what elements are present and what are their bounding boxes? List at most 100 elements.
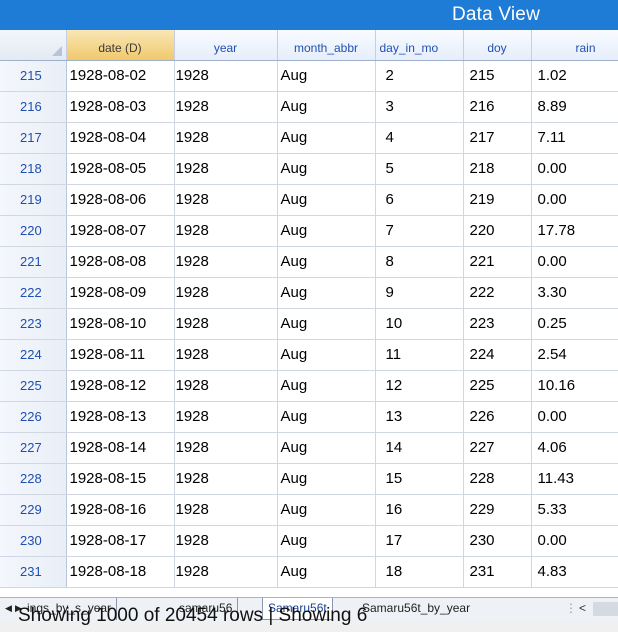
cell-day-in-month[interactable]: 6 — [375, 184, 464, 216]
cell-doy[interactable]: 222 — [463, 277, 532, 309]
cell-rain[interactable]: 7.11 — [531, 122, 618, 154]
row-number[interactable]: 222 — [0, 277, 67, 309]
cell-doy[interactable]: 226 — [463, 401, 532, 433]
row-number[interactable]: 221 — [0, 246, 67, 278]
tab-splitter-icon[interactable]: ⋮ — [565, 601, 577, 615]
row-number[interactable]: 230 — [0, 525, 67, 557]
cell-year[interactable]: 1928 — [174, 432, 278, 464]
cell-month-abbr[interactable]: Aug — [277, 153, 376, 185]
cell-day-in-month[interactable]: 10 — [375, 308, 464, 340]
cell-doy[interactable]: 217 — [463, 122, 532, 154]
cell-doy[interactable]: 225 — [463, 370, 532, 402]
row-number[interactable]: 217 — [0, 122, 67, 154]
cell-year[interactable]: 1928 — [174, 308, 278, 340]
cell-month-abbr[interactable]: Aug — [277, 432, 376, 464]
cell-month-abbr[interactable]: Aug — [277, 122, 376, 154]
cell-date[interactable]: 1928-08-17 — [66, 525, 175, 557]
cell-rain[interactable]: 0.00 — [531, 525, 618, 557]
cell-date[interactable]: 1928-08-03 — [66, 91, 175, 123]
cell-doy[interactable]: 221 — [463, 246, 532, 278]
horizontal-scrollbar[interactable] — [593, 602, 618, 616]
cell-day-in-month[interactable]: 8 — [375, 246, 464, 278]
cell-rain[interactable]: 17.78 — [531, 215, 618, 247]
cell-doy[interactable]: 216 — [463, 91, 532, 123]
cell-year[interactable]: 1928 — [174, 370, 278, 402]
row-number[interactable]: 228 — [0, 463, 67, 495]
cell-month-abbr[interactable]: Aug — [277, 370, 376, 402]
row-number[interactable]: 224 — [0, 339, 67, 371]
cell-day-in-month[interactable]: 11 — [375, 339, 464, 371]
cell-day-in-month[interactable]: 16 — [375, 494, 464, 526]
tab-rings-by-s-year[interactable]: ings_by_s_year — [22, 598, 118, 620]
row-number[interactable]: 216 — [0, 91, 67, 123]
column-header-year[interactable]: year — [174, 30, 278, 61]
row-number[interactable]: 223 — [0, 308, 67, 340]
cell-rain[interactable]: 1.02 — [531, 60, 618, 92]
cell-rain[interactable]: 4.83 — [531, 556, 618, 588]
select-all-corner[interactable] — [0, 30, 67, 61]
tab-samaru56[interactable]: samaru56 — [174, 598, 239, 620]
cell-month-abbr[interactable]: Aug — [277, 308, 376, 340]
cell-doy[interactable]: 230 — [463, 525, 532, 557]
cell-year[interactable]: 1928 — [174, 339, 278, 371]
cell-month-abbr[interactable]: Aug — [277, 339, 376, 371]
column-header-month-abbr[interactable]: month_abbr — [277, 30, 376, 61]
row-number[interactable]: 220 — [0, 215, 67, 247]
cell-date[interactable]: 1928-08-16 — [66, 494, 175, 526]
cell-year[interactable]: 1928 — [174, 246, 278, 278]
cell-doy[interactable]: 215 — [463, 60, 532, 92]
cell-doy[interactable]: 223 — [463, 308, 532, 340]
cell-day-in-month[interactable]: 7 — [375, 215, 464, 247]
tab-samaru56t[interactable]: Samaru56t — [262, 598, 333, 620]
cell-doy[interactable]: 220 — [463, 215, 532, 247]
cell-month-abbr[interactable]: Aug — [277, 91, 376, 123]
cell-month-abbr[interactable]: Aug — [277, 494, 376, 526]
row-number[interactable]: 218 — [0, 153, 67, 185]
cell-date[interactable]: 1928-08-12 — [66, 370, 175, 402]
cell-month-abbr[interactable]: Aug — [277, 184, 376, 216]
row-number[interactable]: 215 — [0, 60, 67, 92]
cell-date[interactable]: 1928-08-10 — [66, 308, 175, 340]
cell-date[interactable]: 1928-08-09 — [66, 277, 175, 309]
cell-day-in-month[interactable]: 2 — [375, 60, 464, 92]
cell-doy[interactable]: 231 — [463, 556, 532, 588]
cell-rain[interactable]: 8.89 — [531, 91, 618, 123]
cell-day-in-month[interactable]: 9 — [375, 277, 464, 309]
data-grid[interactable]: date (D) year month_abbr day_in_mo doy r… — [0, 30, 618, 597]
cell-year[interactable]: 1928 — [174, 122, 278, 154]
cell-year[interactable]: 1928 — [174, 60, 278, 92]
cell-day-in-month[interactable]: 15 — [375, 463, 464, 495]
column-header-date[interactable]: date (D) — [66, 30, 175, 61]
cell-date[interactable]: 1928-08-08 — [66, 246, 175, 278]
row-number[interactable]: 227 — [0, 432, 67, 464]
cell-year[interactable]: 1928 — [174, 91, 278, 123]
cell-date[interactable]: 1928-08-07 — [66, 215, 175, 247]
cell-month-abbr[interactable]: Aug — [277, 401, 376, 433]
cell-doy[interactable]: 218 — [463, 153, 532, 185]
cell-rain[interactable]: 10.16 — [531, 370, 618, 402]
cell-month-abbr[interactable]: Aug — [277, 556, 376, 588]
cell-date[interactable]: 1928-08-04 — [66, 122, 175, 154]
cell-year[interactable]: 1928 — [174, 494, 278, 526]
row-number[interactable]: 229 — [0, 494, 67, 526]
cell-month-abbr[interactable]: Aug — [277, 60, 376, 92]
cell-rain[interactable]: 0.00 — [531, 401, 618, 433]
cell-day-in-month[interactable]: 12 — [375, 370, 464, 402]
cell-year[interactable]: 1928 — [174, 463, 278, 495]
row-number[interactable]: 225 — [0, 370, 67, 402]
tab-scroll-next-icon[interactable]: ▶ — [15, 603, 22, 613]
tab-samaru56t-by-year[interactable]: Samaru56t_by_year — [362, 601, 471, 615]
cell-year[interactable]: 1928 — [174, 153, 278, 185]
cell-rain[interactable]: 0.25 — [531, 308, 618, 340]
cell-date[interactable]: 1928-08-02 — [66, 60, 175, 92]
cell-date[interactable]: 1928-08-18 — [66, 556, 175, 588]
cell-doy[interactable]: 228 — [463, 463, 532, 495]
cell-date[interactable]: 1928-08-11 — [66, 339, 175, 371]
cell-year[interactable]: 1928 — [174, 215, 278, 247]
cell-month-abbr[interactable]: Aug — [277, 277, 376, 309]
cell-date[interactable]: 1928-08-13 — [66, 401, 175, 433]
row-number[interactable]: 231 — [0, 556, 67, 588]
cell-month-abbr[interactable]: Aug — [277, 246, 376, 278]
cell-day-in-month[interactable]: 13 — [375, 401, 464, 433]
cell-rain[interactable]: 4.06 — [531, 432, 618, 464]
